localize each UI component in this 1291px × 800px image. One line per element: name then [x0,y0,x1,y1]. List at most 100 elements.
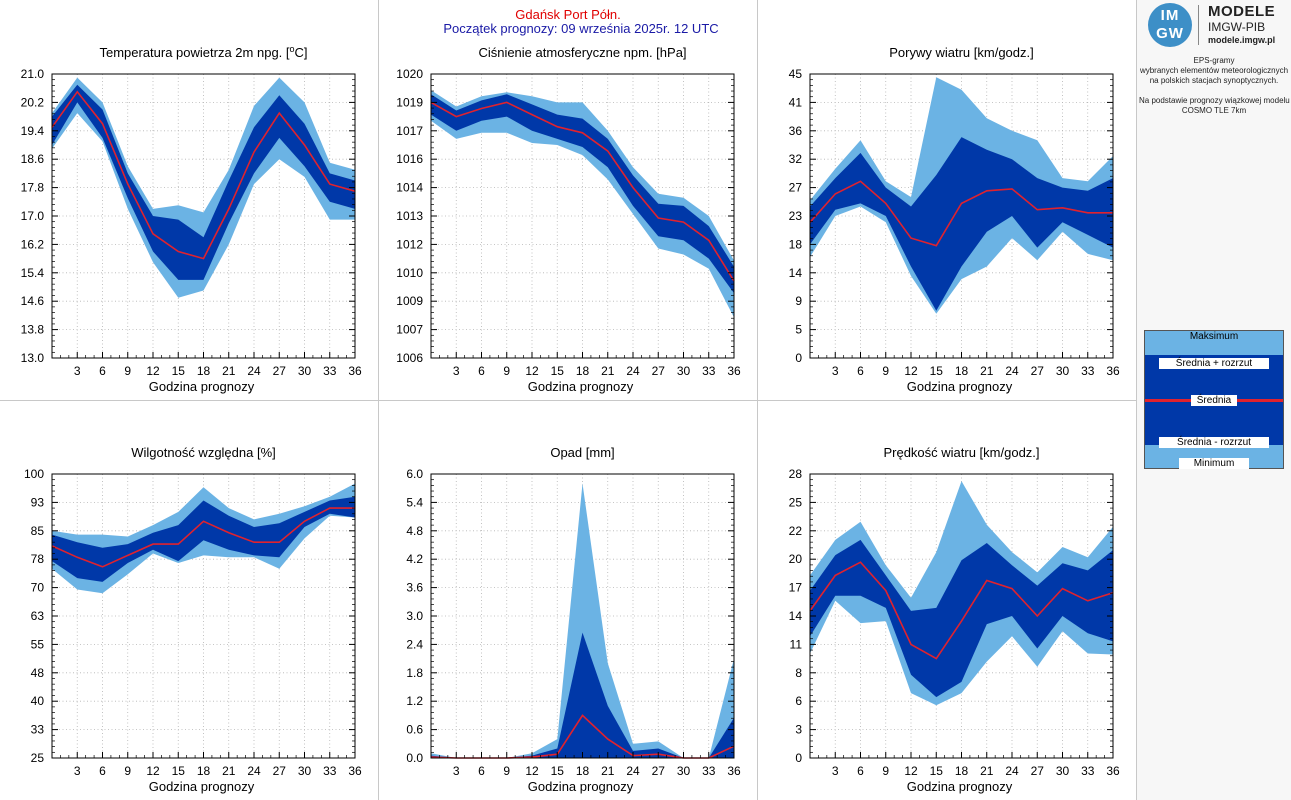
chart-wind: 3 6 9 12 15 18 21 24 27 30 33 36036811141720222528G… [789,445,1120,794]
x-tick-label: 33 [1081,764,1095,778]
x-tick-label: 30 [298,764,312,778]
x-tick-label: 15 [551,364,565,378]
x-tick-label: 3 [832,764,839,778]
y-tick-label: 9 [795,294,802,308]
x-axis-title: Godzina prognozy [907,379,1013,394]
x-tick-label: 21 [601,764,615,778]
logo-mark-bottom: GW [1156,25,1184,42]
imgw-logo-mark: IM GW [1148,3,1192,47]
y-tick-label: 20.2 [21,95,45,109]
x-tick-label: 6 [857,764,864,778]
x-tick-label: 6 [478,364,485,378]
y-tick-label: 85 [31,524,45,538]
x-tick-label: 15 [172,764,186,778]
x-tick-label: 3 [453,764,460,778]
x-tick-label: 3 [74,364,81,378]
x-tick-label: 27 [652,364,666,378]
x-axis-title: Godzina prognozy [907,779,1013,794]
y-tick-label: 17.0 [21,209,45,223]
y-tick-label: 32 [789,152,803,166]
spread-band [52,496,355,582]
chart-humidity: 3 6 9 12 15 18 21 24 27 30 33 362533404855637078859… [24,445,362,794]
y-tick-label: 5.4 [406,495,423,509]
y-tick-label: 93 [31,495,45,509]
logo-divider [1198,5,1199,45]
desc-line: Na podstawie prognozy wiązkowej modelu [1139,96,1290,105]
legend: Maksimum Średnia + rozrzut Średnia Średn… [1144,330,1284,469]
x-tick-label: 12 [525,364,539,378]
desc-line [1139,86,1289,96]
mean-line [51,90,356,260]
y-tick-label: 17.8 [21,181,45,195]
y-tick-label: 100 [24,467,44,481]
x-tick-label: 33 [1081,364,1095,378]
x-tick-label: 21 [222,764,236,778]
mean-line [51,507,355,568]
y-tick-label: 1010 [396,266,423,280]
x-tick-label: 18 [955,764,969,778]
x-tick-label: 15 [551,764,565,778]
x-tick-label: 36 [727,764,741,778]
x-tick-label: 21 [601,364,615,378]
spread-band [810,539,1113,698]
chart-gusts: 3 6 9 12 15 18 21 24 27 30 33 360591418232732364145… [789,45,1120,394]
chart-title: Ciśnienie atmosferyczne npm. [hPa] [478,45,686,60]
x-tick-label: 33 [323,764,337,778]
y-tick-label: 36 [789,124,803,138]
legend-label-mean-minus: Średnia - rozrzut [1159,437,1269,448]
y-tick-label: 17 [789,581,803,595]
spread-band [52,84,355,280]
x-tick-label: 9 [503,764,510,778]
chart-precip: 3 6 9 12 15 18 21 24 27 30 33 360.00.61.21.82.43.03… [406,445,741,794]
y-tick-label: 13.0 [21,351,45,365]
y-tick-label: 14 [789,266,803,280]
legend-label-mean: Średnia [1191,395,1237,406]
y-tick-label: 1019 [396,95,423,109]
y-tick-label: 70 [31,581,45,595]
y-tick-label: 16.2 [21,237,45,251]
x-tick-label: 30 [1056,764,1070,778]
x-axis-title: Godzina prognozy [149,379,255,394]
x-tick-label: 33 [702,764,716,778]
y-tick-label: 0 [795,351,802,365]
y-tick-label: 18.6 [21,152,45,166]
x-tick-label: 36 [348,364,362,378]
x-tick-label: 3 [832,364,839,378]
legend-label-mean-plus: Średnia + rozrzut [1159,358,1269,369]
y-tick-label: 1016 [396,152,423,166]
y-tick-label: 21.0 [21,67,45,81]
y-tick-label: 1006 [396,351,423,365]
x-tick-label: 24 [247,364,261,378]
logo-url: modele.imgw.pl [1208,35,1276,45]
chart-title: Porywy wiatru [km/godz.] [889,45,1034,60]
mean-line [430,101,735,282]
sidebar-description: EPS-gramy wybranych elementów meteorolog… [1139,56,1290,116]
y-tick-label: 27 [789,181,803,195]
desc-line: wybranych elementów meteorologicznych [1139,66,1289,75]
x-axis-title: Godzina prognozy [149,779,255,794]
x-tick-label: 15 [930,764,944,778]
y-tick-label: 0.6 [406,723,423,737]
logo-title: MODELE [1208,3,1276,20]
y-tick-label: 1.8 [406,666,423,680]
mean-line [809,180,1113,247]
legend-label-min: Minimum [1179,458,1249,469]
x-tick-label: 9 [124,364,131,378]
station-name: Gdańsk Port Półn. [515,7,621,22]
legend-label-max: Maksimum [1145,331,1283,342]
y-tick-label: 25 [789,495,803,509]
x-tick-label: 27 [273,764,287,778]
y-tick-label: 18 [789,237,803,251]
y-tick-label: 63 [31,609,45,623]
x-tick-label: 18 [197,364,211,378]
y-tick-label: 3 [795,723,802,737]
y-tick-label: 3.0 [406,609,423,623]
x-tick-label: 36 [1106,364,1120,378]
x-tick-label: 24 [247,764,261,778]
x-tick-label: 9 [503,364,510,378]
y-tick-label: 13.8 [21,323,45,337]
y-tick-label: 40 [31,694,45,708]
y-tick-label: 4.8 [406,524,423,538]
imgw-logo: IM GW MODELE IMGW-PIB modele.imgw.pl [1144,3,1284,49]
